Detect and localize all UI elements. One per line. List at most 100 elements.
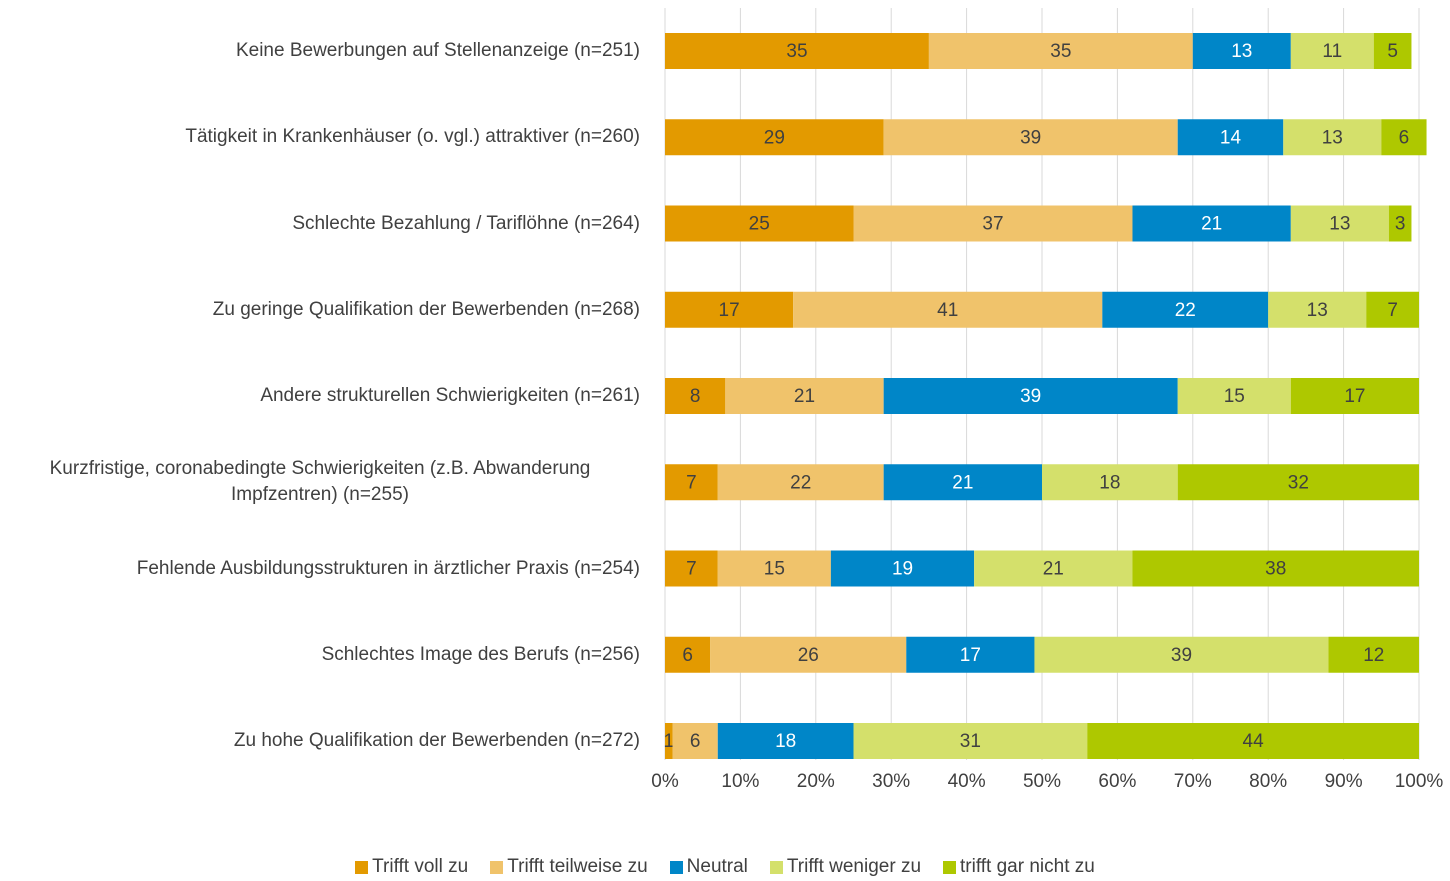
bar-segment bbox=[1132, 205, 1291, 242]
bar-segment bbox=[665, 723, 673, 759]
category-label: Zu geringe Qualifikation der Bewerbenden… bbox=[212, 298, 640, 320]
data-label: 15 bbox=[764, 559, 785, 580]
legend-label: Neutral bbox=[686, 856, 748, 877]
data-label: 25 bbox=[749, 214, 770, 235]
data-label: 22 bbox=[790, 472, 811, 493]
legend-item: Trifft voll zu bbox=[355, 856, 468, 878]
x-tick-label: 0% bbox=[651, 771, 679, 792]
legend-swatch bbox=[769, 860, 783, 874]
legend-label: Trifft teilweise zu bbox=[507, 856, 648, 877]
x-tick-label: 30% bbox=[872, 771, 910, 792]
legend-swatch bbox=[490, 860, 504, 874]
bar-segment bbox=[974, 550, 1133, 587]
x-tick-label: 80% bbox=[1249, 771, 1287, 792]
bar-segment bbox=[665, 119, 884, 156]
bar-segment bbox=[883, 119, 1178, 156]
bar-segment bbox=[1192, 33, 1291, 69]
bar-segment bbox=[1290, 33, 1374, 69]
data-label: 38 bbox=[1265, 559, 1286, 580]
data-label: 7 bbox=[686, 559, 697, 580]
x-tick-label: 60% bbox=[1098, 771, 1136, 792]
data-label: 7 bbox=[1387, 300, 1398, 321]
bar-segment bbox=[665, 550, 718, 587]
data-label: 12 bbox=[1363, 645, 1384, 666]
data-label: 39 bbox=[1020, 127, 1041, 148]
bar-segment bbox=[717, 464, 884, 501]
legend-item: Trifft teilweise zu bbox=[490, 856, 648, 878]
x-tick-label: 20% bbox=[797, 771, 835, 792]
bar-segment bbox=[1328, 636, 1419, 673]
legend-swatch bbox=[943, 860, 957, 874]
data-label: 21 bbox=[1043, 559, 1064, 580]
legend: Trifft voll zu Trifft teilweise zu Neutral… bbox=[0, 856, 1450, 878]
data-label: 13 bbox=[1307, 300, 1328, 321]
data-label: 26 bbox=[798, 645, 819, 666]
bar-segment bbox=[928, 33, 1193, 69]
legend-item: trifft gar nicht zu bbox=[943, 856, 1095, 878]
data-label: 3 bbox=[1395, 214, 1406, 235]
bar-segment bbox=[1373, 33, 1412, 69]
bar-segment bbox=[1290, 378, 1419, 414]
bar-segment bbox=[1290, 205, 1389, 242]
category-label: Tätigkeit in Krankenhäuser (o. vgl.) att… bbox=[185, 126, 640, 148]
category-label: Kurzfristige, coronabedingte Schwierigke… bbox=[49, 458, 591, 506]
legend-label: Trifft voll zu bbox=[372, 856, 469, 877]
x-tick-label: 50% bbox=[1023, 771, 1061, 792]
bar-segment bbox=[1268, 291, 1367, 328]
data-label: 19 bbox=[892, 559, 913, 580]
category-label: Andere strukturellen Schwierigkeiten (n=… bbox=[260, 385, 640, 406]
data-label: 29 bbox=[764, 127, 785, 148]
data-label: 15 bbox=[1224, 386, 1245, 407]
category-label: Fehlende Ausbildungsstrukturen in ärztli… bbox=[136, 557, 640, 579]
x-tick-label: 10% bbox=[721, 771, 759, 792]
bar-segment bbox=[717, 723, 854, 759]
data-label: 41 bbox=[937, 300, 958, 321]
data-label: 22 bbox=[1175, 300, 1196, 321]
data-label: 1 bbox=[663, 731, 674, 752]
bar-segment bbox=[853, 723, 1088, 759]
data-label: 13 bbox=[1329, 214, 1350, 235]
bar-segment bbox=[1102, 291, 1269, 328]
x-tick-label: 90% bbox=[1325, 771, 1363, 792]
data-label: 14 bbox=[1220, 127, 1242, 148]
bar-segment bbox=[665, 33, 929, 69]
data-label: 8 bbox=[690, 386, 701, 407]
legend-label: trifft gar nicht zu bbox=[960, 856, 1095, 877]
bar-segment bbox=[830, 550, 975, 587]
data-label: 18 bbox=[1099, 472, 1120, 493]
data-label: 35 bbox=[786, 41, 807, 62]
data-label: 32 bbox=[1288, 472, 1309, 493]
data-label: 6 bbox=[682, 645, 693, 666]
x-tick-label: 70% bbox=[1174, 771, 1212, 792]
bar-segment bbox=[1042, 464, 1178, 501]
bar-segment bbox=[1177, 119, 1284, 156]
x-tick-label: 40% bbox=[948, 771, 986, 792]
bar-segment bbox=[1177, 378, 1291, 414]
bar-segment bbox=[672, 723, 718, 759]
data-label: 6 bbox=[690, 731, 701, 752]
data-label: 21 bbox=[952, 472, 973, 493]
data-label: 7 bbox=[686, 472, 697, 493]
data-label: 44 bbox=[1243, 731, 1265, 752]
bar-segment bbox=[665, 378, 726, 414]
bar-segment bbox=[725, 378, 884, 414]
data-label: 6 bbox=[1399, 127, 1410, 148]
data-label: 11 bbox=[1322, 41, 1342, 62]
data-label: 31 bbox=[960, 731, 981, 752]
data-label: 39 bbox=[1020, 386, 1041, 407]
bar-segment bbox=[717, 550, 831, 587]
bar-segment bbox=[1034, 636, 1329, 673]
data-label: 17 bbox=[960, 645, 981, 666]
bar-segment bbox=[853, 205, 1133, 242]
legend-swatch bbox=[669, 860, 683, 874]
legend-item: Neutral bbox=[669, 856, 748, 878]
bar-segment bbox=[1132, 550, 1419, 587]
data-label: 17 bbox=[719, 300, 740, 321]
data-label: 39 bbox=[1171, 645, 1192, 666]
bar-segment bbox=[1381, 119, 1427, 156]
bar-segment bbox=[710, 636, 907, 673]
data-label: 35 bbox=[1050, 41, 1071, 62]
category-label: Zu hohe Qualifikation der Bewerbenden (n… bbox=[233, 730, 640, 751]
legend-swatch bbox=[355, 860, 369, 874]
